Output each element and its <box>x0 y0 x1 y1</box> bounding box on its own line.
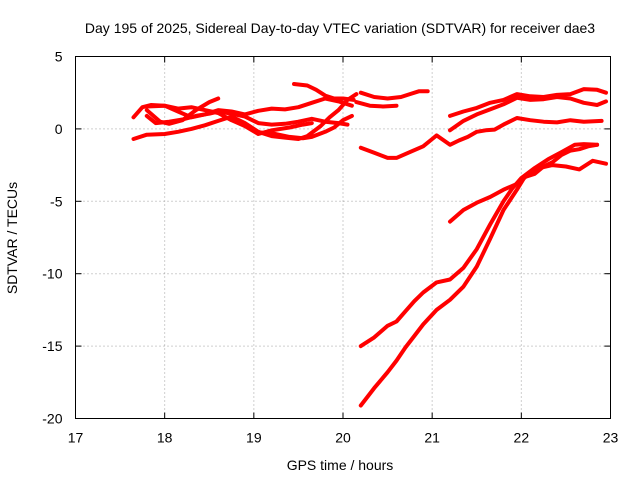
series-track-15 <box>448 142 600 224</box>
y-tick-label: -5 <box>50 193 63 209</box>
series-track-7 <box>292 82 356 102</box>
series-track-8 <box>358 89 430 101</box>
axis-ticks: 17 18 19 20 21 22 23 -20 -15 -10 -5 0 5 <box>42 49 618 446</box>
series-track-9 <box>354 100 399 109</box>
series-track-6 <box>242 121 314 136</box>
y-tick-label: -20 <box>42 411 62 427</box>
grid <box>75 56 611 419</box>
x-tick-label: 23 <box>603 430 619 446</box>
y-tick-label: 5 <box>55 49 63 65</box>
series-track-14 <box>358 158 608 408</box>
chart-title: Day 195 of 2025, Sidereal Day-to-day VTE… <box>85 20 595 36</box>
series-track-10 <box>358 116 604 160</box>
y-axis-label: SDTVAR / TECUs <box>4 182 20 294</box>
series-track-5 <box>144 109 350 127</box>
x-tick-label: 19 <box>246 430 262 446</box>
series-track-13 <box>358 142 600 349</box>
x-tick-label: 18 <box>157 430 173 446</box>
x-tick-label: 22 <box>514 430 530 446</box>
y-tick-label: 0 <box>55 121 63 137</box>
x-tick-label: 20 <box>335 430 351 446</box>
x-axis-label: GPS time / hours <box>287 457 394 473</box>
y-tick-label: -10 <box>42 266 62 282</box>
series-track-11 <box>448 87 608 118</box>
x-tick-label: 17 <box>68 430 84 446</box>
series-track-12 <box>448 95 608 133</box>
y-tick-label: -15 <box>42 338 62 354</box>
x-tick-label: 21 <box>424 430 440 446</box>
series-group <box>131 82 608 408</box>
